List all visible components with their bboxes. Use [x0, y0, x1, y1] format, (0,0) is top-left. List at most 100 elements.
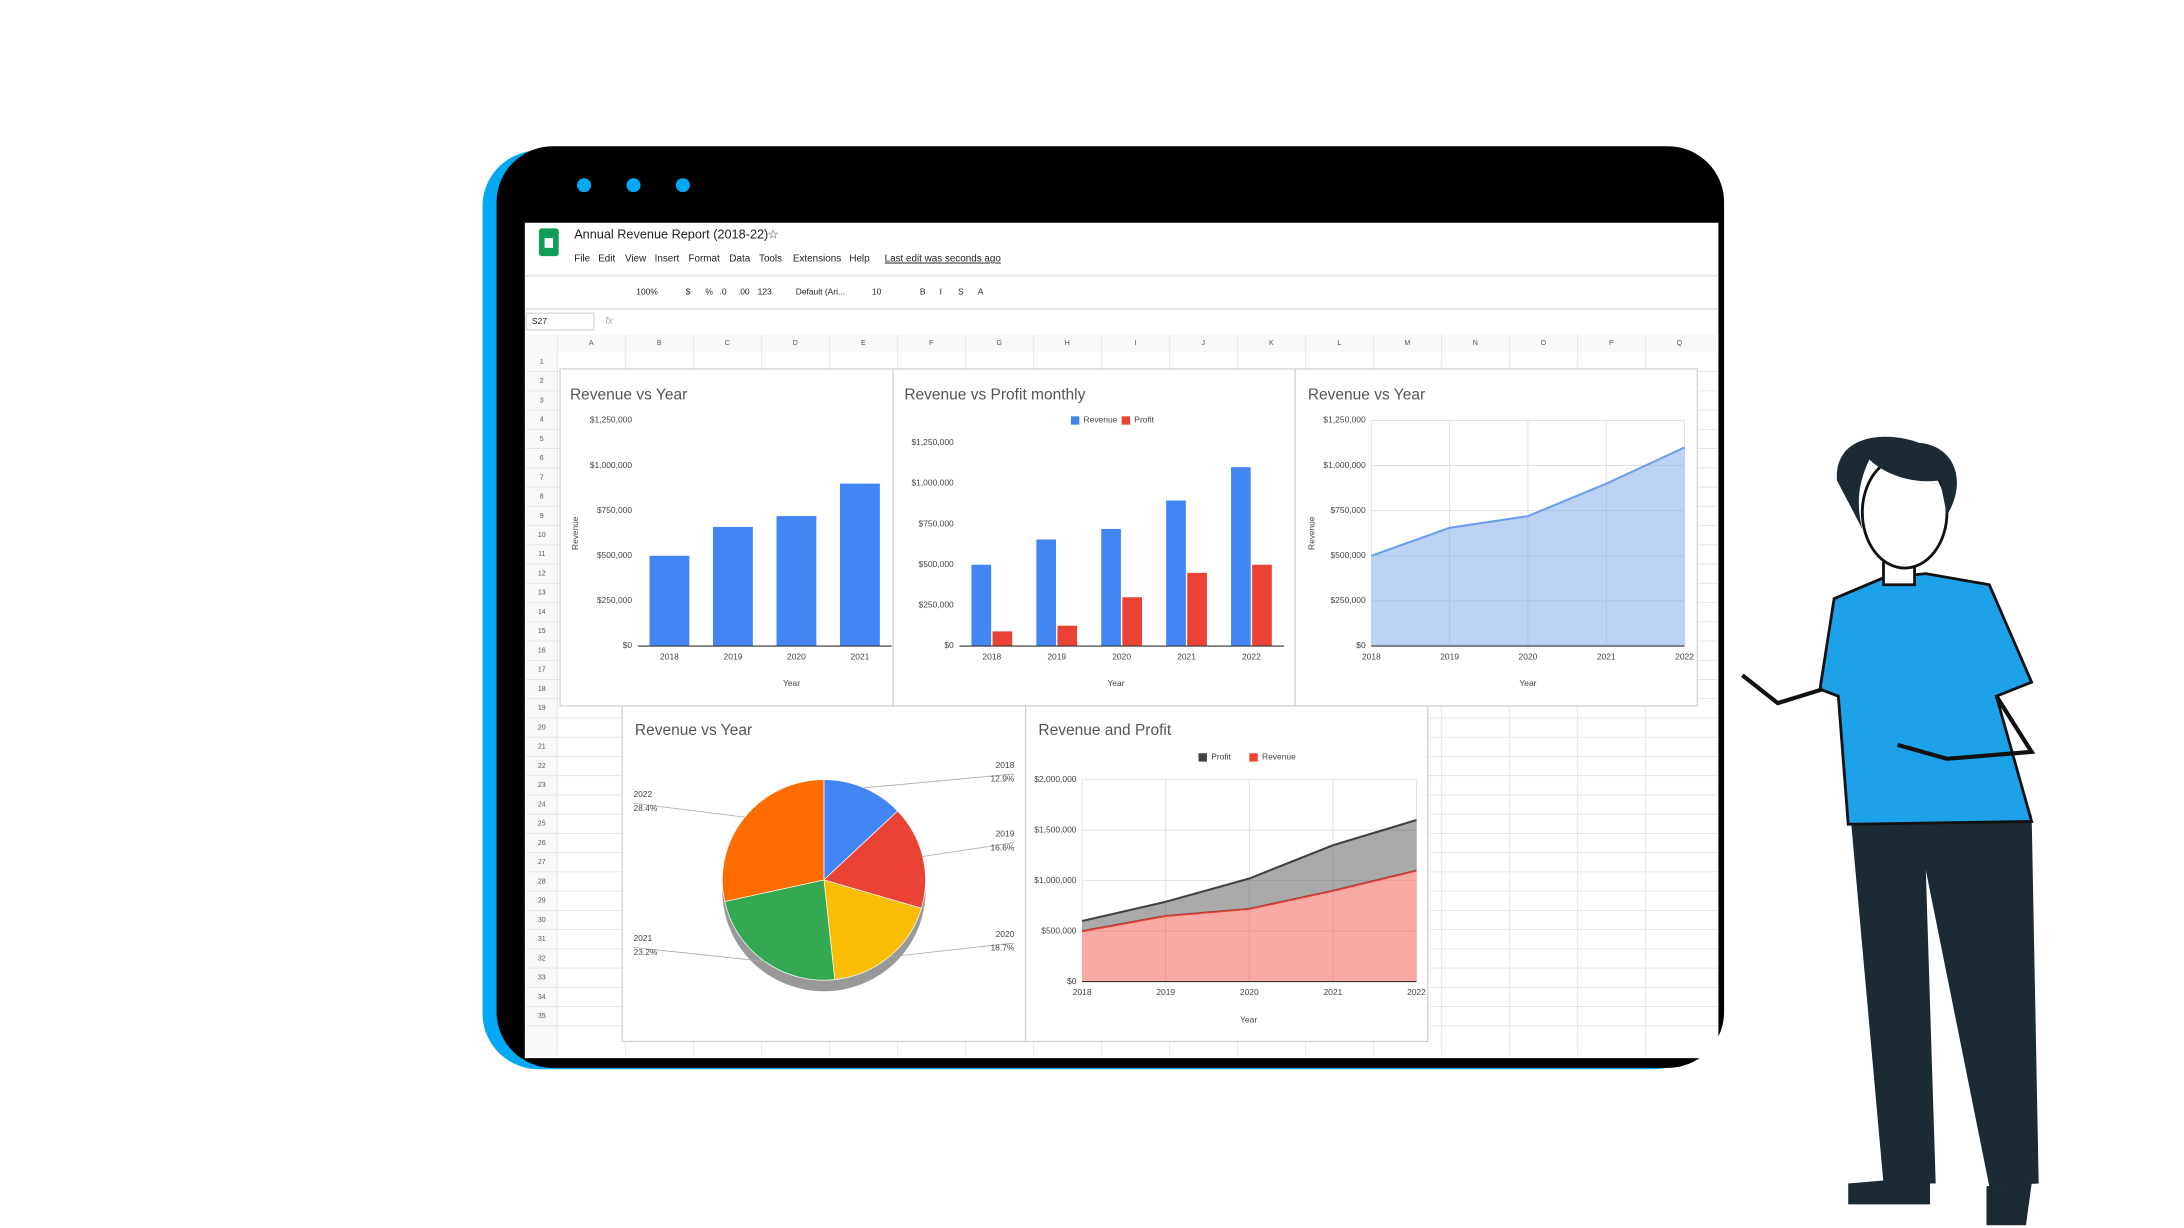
- menu-item[interactable]: Help: [849, 254, 870, 265]
- column-header[interactable]: K: [1269, 340, 1274, 347]
- bar: [1231, 467, 1251, 647]
- column-header[interactable]: H: [1065, 340, 1070, 347]
- row-header[interactable]: 32: [538, 955, 546, 962]
- row-header[interactable]: 35: [538, 1013, 546, 1020]
- column-header[interactable]: O: [1541, 340, 1547, 347]
- x-tick-label: 2021: [1177, 651, 1196, 661]
- row-header[interactable]: 5: [540, 436, 544, 443]
- menu-item[interactable]: Tools: [759, 254, 782, 265]
- row-header[interactable]: 3: [540, 397, 544, 404]
- row-header[interactable]: 4: [540, 417, 544, 424]
- row-header[interactable]: 12: [538, 571, 546, 578]
- area-fill: [1082, 820, 1417, 932]
- last-edit[interactable]: Last edit was seconds ago: [885, 254, 1002, 265]
- area-fill: [1371, 447, 1685, 647]
- x-tick-label: 2022: [1407, 987, 1426, 997]
- menu-item[interactable]: Format: [688, 254, 720, 265]
- menu-item[interactable]: Data: [729, 254, 750, 265]
- toolbar-item[interactable]: 123: [758, 287, 772, 297]
- row-header-bar: [526, 352, 558, 1056]
- toolbar-item[interactable]: $: [686, 287, 691, 297]
- y-tick-label: $500,000: [919, 559, 955, 569]
- y-tick-label: $500,000: [597, 550, 633, 560]
- menu-item[interactable]: Extensions: [793, 254, 841, 265]
- legend-swatch: [1121, 416, 1131, 425]
- column-header[interactable]: C: [725, 340, 730, 347]
- row-header[interactable]: 31: [538, 936, 546, 943]
- y-tick-label: $500,000: [1041, 925, 1077, 935]
- toolbar-item[interactable]: S: [958, 287, 964, 297]
- bar: [1057, 625, 1078, 647]
- row-header[interactable]: 19: [538, 705, 546, 712]
- row-header[interactable]: 30: [538, 917, 546, 924]
- row-header[interactable]: 34: [538, 994, 546, 1001]
- column-header[interactable]: J: [1202, 340, 1206, 347]
- row-header[interactable]: 6: [540, 455, 544, 462]
- toolbar-item[interactable]: 100%: [636, 287, 658, 297]
- row-header[interactable]: 17: [538, 667, 546, 674]
- column-header[interactable]: D: [793, 340, 798, 347]
- x-tick-label: 2018: [1073, 987, 1092, 997]
- row-header[interactable]: 18: [538, 686, 546, 693]
- toolbar-item[interactable]: .00: [738, 287, 750, 297]
- pie-leader: [633, 802, 745, 818]
- toolbar-item[interactable]: %: [705, 287, 713, 297]
- row-header[interactable]: 23: [538, 782, 546, 789]
- x-axis-label: Year: [1240, 1015, 1257, 1025]
- row-header[interactable]: 16: [538, 647, 546, 654]
- toolbar-item[interactable]: .0: [720, 287, 727, 297]
- column-header[interactable]: Q: [1677, 340, 1683, 347]
- row-header[interactable]: 2: [540, 378, 544, 385]
- toolbar-item[interactable]: A: [978, 287, 984, 297]
- toolbar-item[interactable]: B: [920, 287, 926, 297]
- row-header[interactable]: 13: [538, 590, 546, 597]
- row-header[interactable]: 21: [538, 744, 546, 751]
- row-header[interactable]: 26: [538, 840, 546, 847]
- row-header[interactable]: 11: [538, 551, 545, 558]
- column-header[interactable]: G: [997, 340, 1002, 347]
- bar: [971, 564, 992, 647]
- toolbar-item[interactable]: 10: [872, 287, 882, 297]
- row-header[interactable]: 9: [540, 513, 544, 520]
- menu-item[interactable]: Insert: [655, 254, 680, 265]
- row-header[interactable]: 24: [538, 801, 546, 808]
- name-box[interactable]: [525, 312, 595, 331]
- row-header[interactable]: 28: [538, 878, 546, 885]
- row-header[interactable]: 15: [538, 628, 546, 635]
- menu-item[interactable]: File: [574, 254, 590, 265]
- row-header[interactable]: 8: [540, 494, 544, 501]
- row-header[interactable]: 1: [540, 359, 544, 366]
- row-header[interactable]: 22: [538, 763, 546, 770]
- toolbar-item[interactable]: I: [940, 287, 942, 297]
- y-tick-label: $250,000: [597, 595, 633, 605]
- row-header[interactable]: 33: [538, 975, 546, 982]
- row-header[interactable]: 10: [538, 532, 546, 539]
- pie-slice: [722, 779, 825, 902]
- menu-item[interactable]: Edit: [598, 254, 615, 265]
- column-header[interactable]: F: [929, 340, 933, 347]
- row-header[interactable]: 20: [538, 724, 546, 731]
- toolbar-item[interactable]: Default (Ari...: [796, 287, 845, 297]
- column-header[interactable]: I: [1134, 340, 1136, 347]
- column-header[interactable]: M: [1404, 340, 1410, 347]
- column-header[interactable]: N: [1473, 340, 1478, 347]
- row-header[interactable]: 25: [538, 821, 546, 828]
- row-header[interactable]: 14: [538, 609, 546, 616]
- row-header[interactable]: 7: [540, 474, 544, 481]
- column-header[interactable]: L: [1337, 340, 1341, 347]
- area-line: [1081, 869, 1417, 933]
- column-header[interactable]: E: [861, 340, 866, 347]
- column-header[interactable]: P: [1609, 340, 1614, 347]
- row-header[interactable]: 29: [538, 898, 546, 905]
- shoe: [1986, 1183, 2032, 1226]
- chart-box: [892, 368, 1296, 707]
- star-icon[interactable]: ☆: [768, 228, 779, 242]
- area-line: [1081, 819, 1417, 923]
- menu-item[interactable]: View: [625, 254, 647, 265]
- chart: Revenue vs Year $0 $250,000 $500,000 $750,00…: [559, 368, 894, 707]
- bar: [1187, 572, 1207, 647]
- column-header[interactable]: B: [657, 340, 662, 347]
- row-header[interactable]: 27: [538, 859, 546, 866]
- column-header[interactable]: A: [589, 340, 594, 347]
